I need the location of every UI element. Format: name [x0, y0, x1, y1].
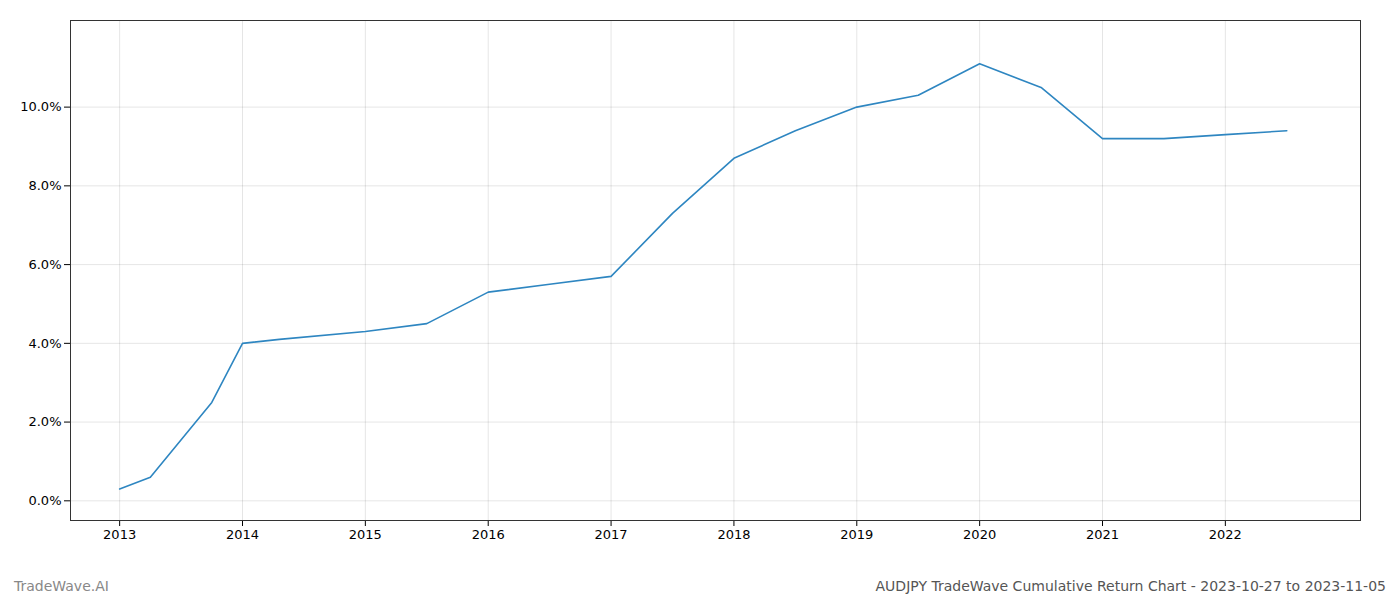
- svg-text:2022: 2022: [1209, 527, 1242, 542]
- svg-text:10.0%: 10.0%: [20, 99, 61, 114]
- svg-text:0.0%: 0.0%: [28, 493, 61, 508]
- svg-text:8.0%: 8.0%: [28, 178, 61, 193]
- html-text:TradeWave.AI: TradeWave.AI: [14, 578, 109, 594]
- svg-text:2016: 2016: [472, 527, 505, 542]
- svg-text:6.0%: 6.0%: [28, 257, 61, 272]
- svg-text:2.0%: 2.0%: [28, 414, 61, 429]
- svg-text:2017: 2017: [595, 527, 628, 542]
- svg-text:2021: 2021: [1086, 527, 1119, 542]
- svg-text:2019: 2019: [840, 527, 873, 542]
- svg-text:2014: 2014: [226, 527, 259, 542]
- html-text:AUDJPY TradeWave Cumulative Re: AUDJPY TradeWave Cumulative Return Chart…: [875, 578, 1386, 594]
- svg-text:2015: 2015: [349, 527, 382, 542]
- svg-text:4.0%: 4.0%: [28, 335, 61, 350]
- svg-text:2020: 2020: [963, 527, 996, 542]
- svg-text:2013: 2013: [103, 527, 136, 542]
- svg-text:2018: 2018: [717, 527, 750, 542]
